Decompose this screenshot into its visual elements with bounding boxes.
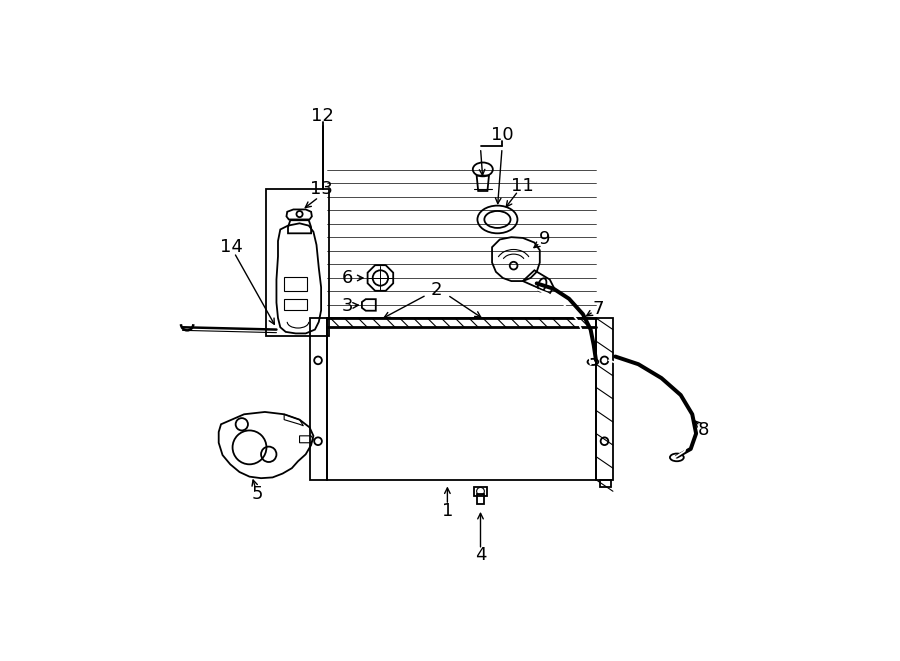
Text: 7: 7	[592, 300, 604, 318]
Text: 5: 5	[251, 485, 263, 502]
Bar	[327, 318, 596, 480]
Text: 4: 4	[475, 546, 486, 564]
Text: 14: 14	[220, 238, 243, 256]
Text: 3: 3	[341, 297, 353, 315]
Bar	[310, 318, 327, 480]
Bar	[284, 277, 307, 291]
Bar	[477, 494, 484, 504]
Text: 2: 2	[431, 280, 443, 299]
Bar	[284, 299, 307, 310]
Bar	[474, 486, 487, 496]
Text: 11: 11	[511, 176, 535, 194]
Text: 12: 12	[311, 107, 334, 126]
Bar	[596, 318, 613, 480]
Bar	[266, 190, 328, 336]
Text: 1: 1	[442, 502, 453, 520]
Text: 9: 9	[539, 231, 550, 249]
Text: 8: 8	[698, 420, 709, 439]
Text: 10: 10	[491, 126, 513, 143]
Text: 6: 6	[342, 269, 353, 287]
Text: 13: 13	[310, 180, 332, 198]
